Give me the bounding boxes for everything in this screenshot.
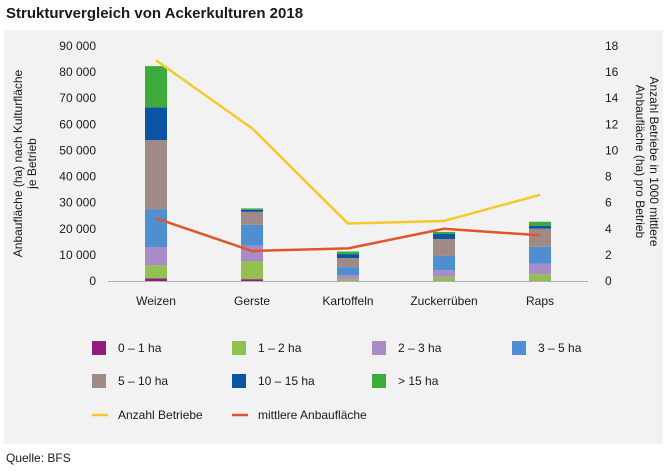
bar-segment <box>433 231 455 234</box>
category-label: Kartoffeln <box>322 294 373 308</box>
bar-segment <box>145 265 167 279</box>
y-tick-label: 40 000 <box>59 170 96 184</box>
y2-axis-label-line: Anbaufläche (ha) pro Betrieb <box>633 85 647 239</box>
bar-segment <box>145 140 167 210</box>
y2-axis-label-line: Anzahl Betriebe in 1000 mittlere <box>647 76 661 246</box>
y-tick-label: 20 000 <box>59 222 96 236</box>
y2-tick-label: 12 <box>605 117 619 131</box>
bar-segment <box>241 209 263 212</box>
bar-segment <box>337 254 359 259</box>
bar-segment <box>433 238 455 256</box>
bar-segment <box>529 225 551 229</box>
y-tick-label: 80 000 <box>59 65 96 79</box>
y-axis-label: Anbaufläche (ha) nach Kulturflächeje Bet… <box>11 69 39 257</box>
legend-label: 5 – 10 ha <box>118 374 168 388</box>
legend-label: 2 – 3 ha <box>398 341 442 355</box>
y2-tick-label: 18 <box>605 39 619 53</box>
bar-segment <box>529 246 551 264</box>
y-tick-label: 70 000 <box>59 91 96 105</box>
y-tick-label: 10 000 <box>59 248 96 262</box>
y-tick-label: 60 000 <box>59 117 96 131</box>
bar-segment <box>241 279 263 281</box>
bar-segment <box>145 247 167 266</box>
legend-swatch <box>232 341 246 355</box>
bar-segment <box>337 267 359 275</box>
category-label: Raps <box>526 294 554 308</box>
y-tick-label: 50 000 <box>59 143 96 157</box>
bar-segment <box>529 221 551 226</box>
category-label: Weizen <box>136 294 176 308</box>
y2-tick-label: 10 <box>605 143 619 157</box>
y-axis-label-line: Anbaufläche (ha) nach Kulturfläche <box>11 69 25 257</box>
y2-tick-label: 14 <box>605 91 619 105</box>
y-axis-label-line: je Betrieb <box>25 138 39 190</box>
y-tick-label: 30 000 <box>59 196 96 210</box>
legend-swatch <box>372 374 386 388</box>
bar-segment <box>337 258 359 268</box>
category-label: Gerste <box>234 294 270 308</box>
legend-label: 1 – 2 ha <box>258 341 302 355</box>
y2-tick-label: 0 <box>605 274 612 288</box>
legend-swatch <box>372 341 386 355</box>
bar-segment <box>337 274 359 279</box>
y2-axis-label: Anzahl Betriebe in 1000 mittlereAnbauflä… <box>633 76 661 246</box>
y2-tick-label: 8 <box>605 170 612 184</box>
bar-segment <box>433 276 455 281</box>
y2-tick-label: 6 <box>605 196 612 210</box>
legend-label: 3 – 5 ha <box>538 341 582 355</box>
bar-segment <box>433 255 455 271</box>
bar-segment <box>433 234 455 239</box>
bar-segment <box>529 263 551 275</box>
bar-segment <box>241 224 263 246</box>
legend-swatch <box>92 374 106 388</box>
bar-segment <box>529 274 551 281</box>
legend-label: 0 – 1 ha <box>118 341 162 355</box>
legend-swatch <box>232 374 246 388</box>
bar-segment <box>145 107 167 140</box>
bar-segment <box>145 66 167 108</box>
series-line <box>155 217 541 253</box>
bar-segment <box>241 208 263 210</box>
chart-frame <box>4 30 663 444</box>
legend-label: mittlere Anbaufläche <box>258 408 367 422</box>
category-label: Zuckerrüben <box>410 294 477 308</box>
bar-segment <box>145 278 167 281</box>
legend-swatch <box>512 341 526 355</box>
bar-segment <box>529 228 551 247</box>
legend-label: 10 – 15 ha <box>258 374 315 388</box>
legend-label: Anzahl Betriebe <box>118 408 203 422</box>
bar-segment <box>337 251 359 255</box>
series-line <box>155 59 541 225</box>
bar-segment <box>433 270 455 277</box>
bar-segment <box>145 209 167 248</box>
legend-label: > 15 ha <box>398 374 439 388</box>
y2-tick-label: 16 <box>605 65 619 79</box>
bar-segment <box>337 278 359 281</box>
y2-tick-label: 2 <box>605 248 612 262</box>
chart-title: Strukturvergleich von Ackerkulturen 2018 <box>6 5 304 22</box>
legend-swatch <box>92 341 106 355</box>
y-tick-label: 90 000 <box>59 39 96 53</box>
y-tick-label: 0 <box>89 274 96 288</box>
source-note: Quelle: BFS <box>6 451 71 465</box>
bar-segment <box>241 211 263 225</box>
bar-segment <box>241 261 263 280</box>
y2-tick-label: 4 <box>605 222 612 236</box>
